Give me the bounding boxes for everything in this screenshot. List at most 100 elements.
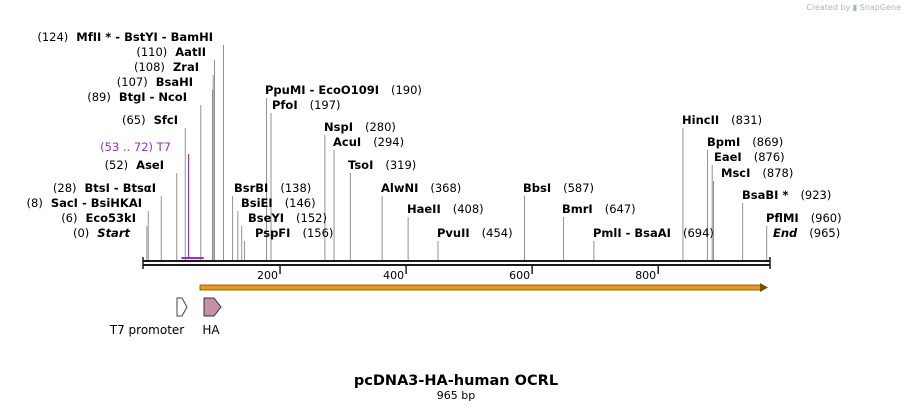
site-position: (876) — [754, 150, 785, 164]
site-btgi-89-label: (89) BtgI - NcoI — [87, 90, 187, 104]
site-name: PmlI - BsaAI — [593, 226, 671, 240]
map-length: 965 bp — [437, 389, 475, 402]
site-position: (923) — [800, 188, 831, 202]
t7-promoter-arrow — [176, 297, 188, 317]
site-position: (368) — [430, 181, 461, 195]
primer-label: (53 .. 72) T7 — [100, 140, 171, 154]
site-acui-294-label: AcuI (294) — [333, 135, 404, 149]
site-position: (319) — [385, 158, 416, 172]
site-bsrbi-138-label: BsrBI (138) — [234, 181, 311, 195]
site-bmri-647-label: BmrI (647) — [562, 202, 636, 216]
t7-promoter-label: T7 promoter — [109, 323, 185, 337]
site-position: (960) — [811, 211, 842, 225]
site-bsiei-146-label: BsiEI (146) — [241, 196, 316, 210]
site-alwni-368-label: AlwNI (368) — [381, 181, 461, 195]
site-position: (869) — [752, 135, 783, 149]
site-position: (454) — [482, 226, 513, 240]
orf-bar — [199, 284, 763, 291]
site-name: HincII — [682, 113, 719, 127]
site-name: BsaBI * — [742, 188, 788, 202]
site-name: Eco53kI — [85, 211, 136, 225]
site-nspi-280-label: NspI (280) — [324, 120, 396, 134]
site-position: (138) — [280, 181, 311, 195]
site-position: (89) — [87, 90, 111, 104]
site-position: (110) — [136, 45, 167, 59]
site-position: (587) — [563, 181, 594, 195]
site-name: MfII * - BstYI - BamHI — [76, 30, 213, 44]
site-name: PpuMI - EcoO109I — [265, 83, 379, 97]
feature-track: T7 promoter HA — [109, 283, 768, 337]
site-position: (0) — [73, 226, 89, 240]
site-ppumi-190-label: PpuMI - EcoO109I (190) — [265, 83, 422, 97]
site-zrai-108-label: (108) ZraI — [134, 60, 199, 74]
site-name: EaeI — [714, 150, 742, 164]
site-position: (108) — [134, 60, 165, 74]
site-bsahi-107-label: (107) BsaHI — [117, 75, 193, 89]
site-bpmi-869-label: BpmI (869) — [707, 135, 783, 149]
site-end-965-label: End (965) — [773, 226, 840, 240]
map-title: pcDNA3-HA-human OCRL — [354, 373, 558, 389]
site-position: (280) — [365, 120, 396, 134]
ruler-ticks: 200 400 600 800 — [257, 266, 659, 282]
site-start-0-label: (0) Start — [73, 226, 131, 240]
site-position: (152) — [296, 211, 327, 225]
site-name: BbsI — [523, 181, 551, 195]
ha-tag-arrow — [203, 297, 222, 317]
site-pfoi-197-label: PfoI (197) — [272, 98, 341, 112]
site-name: SfcI — [154, 113, 178, 127]
site-position: (831) — [731, 113, 762, 127]
site-name: HaeII — [407, 202, 441, 216]
site-tsoi-319-label: TsoI (319) — [348, 158, 416, 172]
site-aatii-110-label: (110) AatII — [136, 45, 206, 59]
site-position: (647) — [605, 202, 636, 216]
site-name: SacI - BsiHKAI — [51, 196, 142, 210]
site-position: (197) — [310, 98, 341, 112]
site-bseyi-152-label: BseYI (152) — [248, 211, 327, 225]
site-name: AseI — [136, 158, 164, 172]
site-sfci-65-label: (65) SfcI — [122, 113, 178, 127]
site-name: AlwNI — [381, 181, 418, 195]
site-pvuii-454-label: PvuII (454) — [437, 226, 513, 240]
site-position: (294) — [373, 135, 404, 149]
site-labels: (0) Start (6) Eco53kI (8) SacI - BsiHKAI(28) B… — [27, 30, 842, 240]
site-bsabi-923-label: BsaBI * (923) — [742, 188, 831, 202]
site-btsi-28-label: (28) BtsI - BtsαI — [53, 181, 156, 195]
credit-brand: SnapGene — [859, 3, 901, 12]
site-name: PvuII — [437, 226, 470, 240]
site-position: (408) — [453, 202, 484, 216]
tick-label-200: 200 — [257, 269, 278, 282]
site-hincii-831-label: HincII (831) — [682, 113, 762, 127]
site-name: BtsI - BtsαI — [85, 181, 156, 195]
site-name: End — [773, 226, 798, 240]
credit-prefix: Created by — [806, 3, 851, 12]
snapgene-credit: Created by ▮ SnapGene — [806, 3, 901, 12]
site-name: BmrI — [562, 202, 593, 216]
site-name: PfoI — [272, 98, 298, 112]
site-position: (52) — [105, 158, 129, 172]
site-name: Start — [97, 226, 130, 240]
site-name: TsoI — [348, 158, 373, 172]
site-position: (107) — [117, 75, 148, 89]
site-position: (124) — [37, 30, 68, 44]
site-eaei-876-label: EaeI (876) — [714, 150, 785, 164]
site-asei-52-label: (52) AseI — [105, 158, 164, 172]
site-pflmi-960-label: PflMI (960) — [766, 211, 842, 225]
ha-tag-label: HA — [202, 323, 220, 337]
site-name: PflMI — [766, 211, 799, 225]
site-pmli-694-label: PmlI - BsaAI (694) — [593, 226, 714, 240]
site-eco53ki-6-label: (6) Eco53kI — [61, 211, 136, 225]
snapgene-logo-icon: ▮ — [852, 3, 858, 12]
site-name: NspI — [324, 120, 353, 134]
tick-label-600: 600 — [509, 269, 530, 282]
site-pspfi-156-label: PspFI (156) — [255, 226, 333, 240]
site-name: BsaHI — [156, 75, 193, 89]
site-name: BsiEI — [241, 196, 273, 210]
primer-t7: (53 .. 72) T7 — [100, 140, 204, 259]
site-position: (694) — [683, 226, 714, 240]
site-leader-lines — [142, 45, 771, 263]
site-position: (965) — [809, 226, 840, 240]
site-name: ZraI — [173, 60, 199, 74]
site-position: (8) — [27, 196, 43, 210]
site-mfii-124-label: (124) MfII * - BstYI - BamHI — [37, 30, 213, 44]
